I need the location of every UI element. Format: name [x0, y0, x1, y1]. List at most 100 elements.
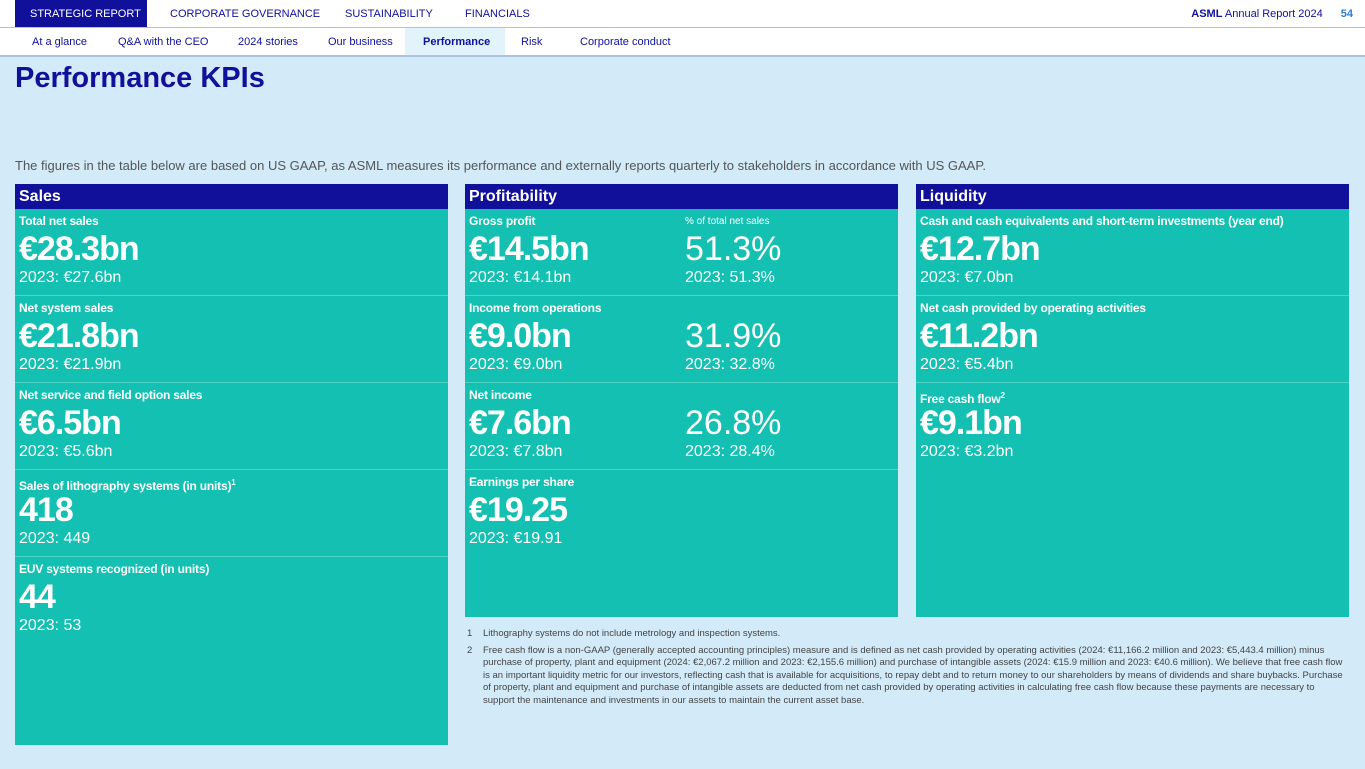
kpi-label-text: EUV systems recognized (in units) [19, 562, 210, 576]
kpi-row: Total net sales €28.3bn 2023: €27.6bn [15, 209, 448, 296]
kpi-label-text: Total net sales [19, 214, 99, 228]
kpi-prior-year: 2023: €7.8bn [469, 443, 563, 460]
kpi-prior-year: 2023: €27.6bn [19, 269, 122, 286]
kpi-label: Gross profit [469, 214, 894, 229]
kpi-label-text: Net system sales [19, 301, 114, 315]
kpi-value: €14.5bn [469, 230, 590, 268]
footnote-number: 1 [467, 628, 473, 639]
subtab-at-a-glance[interactable]: At a glance [32, 36, 88, 48]
kpi-label-text: Free cash flow [920, 392, 1001, 406]
tab-corporate-governance[interactable]: CORPORATE GOVERNANCE [170, 8, 321, 20]
pct-value: 51.3% [685, 230, 782, 268]
kpi-row: Earnings per share €19.25 2023: €19.91 [465, 470, 898, 557]
kpi-label-text: Earnings per share [469, 475, 575, 489]
kpi-label: Net system sales [19, 301, 444, 316]
kpi-label: Free cash flow2 [920, 388, 1345, 406]
kpi-value: €9.1bn [920, 404, 1023, 442]
kpi-value: €12.7bn [920, 230, 1041, 268]
kpi-percentage: 26.8% 2023: 28.4% [685, 388, 781, 461]
subtab-2024-stories[interactable]: 2024 stories [238, 36, 298, 48]
kpi-prior-year: 2023: €19.91 [469, 530, 563, 547]
subtab-corporate-conduct[interactable]: Corporate conduct [580, 36, 671, 48]
sub-navigation: At a glance Q&A with the CEO 2024 storie… [0, 28, 1365, 57]
footnote: 1 Lithography systems do not include metr… [467, 628, 1347, 641]
kpi-label-text: Net service and field option sales [19, 388, 203, 402]
page-number: 54 [1340, 8, 1353, 20]
kpi-value: 418 [19, 491, 74, 529]
kpi-label: Income from operations [469, 301, 894, 316]
kpi-prior-year: 2023: 53 [19, 617, 82, 634]
kpi-label: Net service and field option sales [19, 388, 444, 403]
kpi-row: Net income €7.6bn 2023: €7.8bn 26.8% 2023: 2… [465, 383, 898, 470]
kpi-row: Net system sales €21.8bn 2023: €21.9bn [15, 296, 448, 383]
kpi-label-text: Net income [469, 388, 532, 402]
intro-text: The figures in the table below are based… [15, 158, 986, 173]
footnote-ref: 1 [231, 478, 236, 487]
kpi-prior-year: 2023: €9.0bn [469, 356, 563, 373]
page-title: Performance KPIs [15, 62, 265, 94]
pct-prior-year: 2023: 28.4% [685, 443, 775, 460]
kpi-row: Cash and cash equivalents and short-term… [916, 209, 1349, 296]
subtab-performance[interactable]: Performance [405, 28, 505, 55]
footnote-number: 2 [467, 644, 473, 656]
kpi-row: Gross profit €14.5bn 2023: €14.1bn % of tot… [465, 209, 898, 296]
kpi-row: Free cash flow2 €9.1bn 2023: €3.2bn [916, 383, 1349, 470]
kpi-prior-year: 2023: 449 [19, 530, 91, 547]
kpi-label-text: Sales of lithography systems (in units) [19, 479, 232, 493]
pct-label: % of total net sales [685, 216, 770, 227]
kpi-value: €28.3bn [19, 230, 140, 268]
kpi-value: €21.8bn [19, 317, 140, 355]
kpi-prior-year: 2023: €7.0bn [920, 269, 1014, 286]
kpi-value: €6.5bn [19, 404, 122, 442]
pct-prior-year: 2023: 51.3% [685, 269, 775, 286]
kpi-prior-year: 2023: €5.6bn [19, 443, 113, 460]
kpi-value: €11.2bn [920, 317, 1039, 355]
kpi-row: Income from operations €9.0bn 2023: €9.0bn… [465, 296, 898, 383]
profitability-header: Profitability [465, 184, 898, 209]
kpi-row: Net service and field option sales €6.5bn… [15, 383, 448, 470]
kpi-label-text: Income from operations [469, 301, 602, 315]
footnotes: 1 Lithography systems do not include metr… [467, 628, 1347, 711]
kpi-label-text: Net cash provided by operating activitie… [920, 301, 1146, 315]
tab-sustainability[interactable]: SUSTAINABILITY [345, 8, 433, 20]
kpi-prior-year: 2023: €21.9bn [19, 356, 122, 373]
kpi-row: Net cash provided by operating activitie… [916, 296, 1349, 383]
report-name: Annual Report 2024 [1224, 8, 1323, 20]
footnote-text: Lithography systems do not include metro… [483, 628, 781, 639]
subtab-qa-ceo[interactable]: Q&A with the CEO [118, 36, 209, 48]
pct-label [685, 388, 781, 403]
kpi-row: Sales of lithography systems (in units)1… [15, 470, 448, 557]
kpi-prior-year: 2023: €3.2bn [920, 443, 1014, 460]
kpi-value: €9.0bn [469, 317, 572, 355]
sales-header: Sales [15, 184, 448, 209]
kpi-value: €19.25 [469, 491, 568, 529]
report-title: ASML Annual Report 2024 54 [1191, 0, 1353, 28]
kpi-percentage: % of total net sales 51.3% 2023: 51.3% [685, 214, 781, 287]
sales-panel: Sales Total net sales €28.3bn 2023: €27.6b… [15, 184, 448, 745]
pct-prior-year: 2023: 32.8% [685, 356, 775, 373]
kpi-prior-year: 2023: €14.1bn [469, 269, 572, 286]
pct-value: 26.8% [685, 404, 782, 442]
tab-strategic-report[interactable]: STRATEGIC REPORT [15, 0, 147, 27]
kpi-label: Sales of lithography systems (in units)1 [19, 475, 444, 493]
subtab-risk[interactable]: Risk [521, 36, 543, 48]
subtab-our-business[interactable]: Our business [328, 36, 393, 48]
kpi-row: EUV systems recognized (in units) 44 2023:… [15, 557, 448, 644]
kpi-label-text: Gross profit [469, 214, 536, 228]
liquidity-panel: Liquidity Cash and cash equivalents and … [916, 184, 1349, 617]
pct-label [685, 301, 781, 316]
pct-value: 31.9% [685, 317, 782, 355]
footnote-ref: 2 [1000, 391, 1005, 400]
tab-financials[interactable]: FINANCIALS [465, 8, 530, 20]
footnote-text: Free cash flow is a non-GAAP (generally … [483, 644, 1343, 706]
kpi-label: Total net sales [19, 214, 444, 229]
top-navigation: STRATEGIC REPORT CORPORATE GOVERNANCE SU… [0, 0, 1365, 28]
kpi-percentage: 31.9% 2023: 32.8% [685, 301, 781, 374]
kpi-prior-year: 2023: €5.4bn [920, 356, 1014, 373]
brand: ASML [1191, 8, 1223, 20]
footnote: 2 Free cash flow is a non-GAAP (generally… [467, 645, 1347, 708]
kpi-value: €7.6bn [469, 404, 572, 442]
profitability-panel: Profitability Gross profit €14.5bn 2023: €… [465, 184, 898, 617]
kpi-label: Net cash provided by operating activitie… [920, 301, 1345, 316]
kpi-label: Cash and cash equivalents and short-term… [920, 214, 1345, 229]
